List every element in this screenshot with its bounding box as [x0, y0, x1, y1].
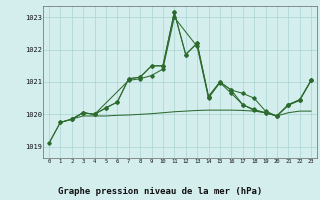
Text: Graphe pression niveau de la mer (hPa): Graphe pression niveau de la mer (hPa) — [58, 187, 262, 196]
